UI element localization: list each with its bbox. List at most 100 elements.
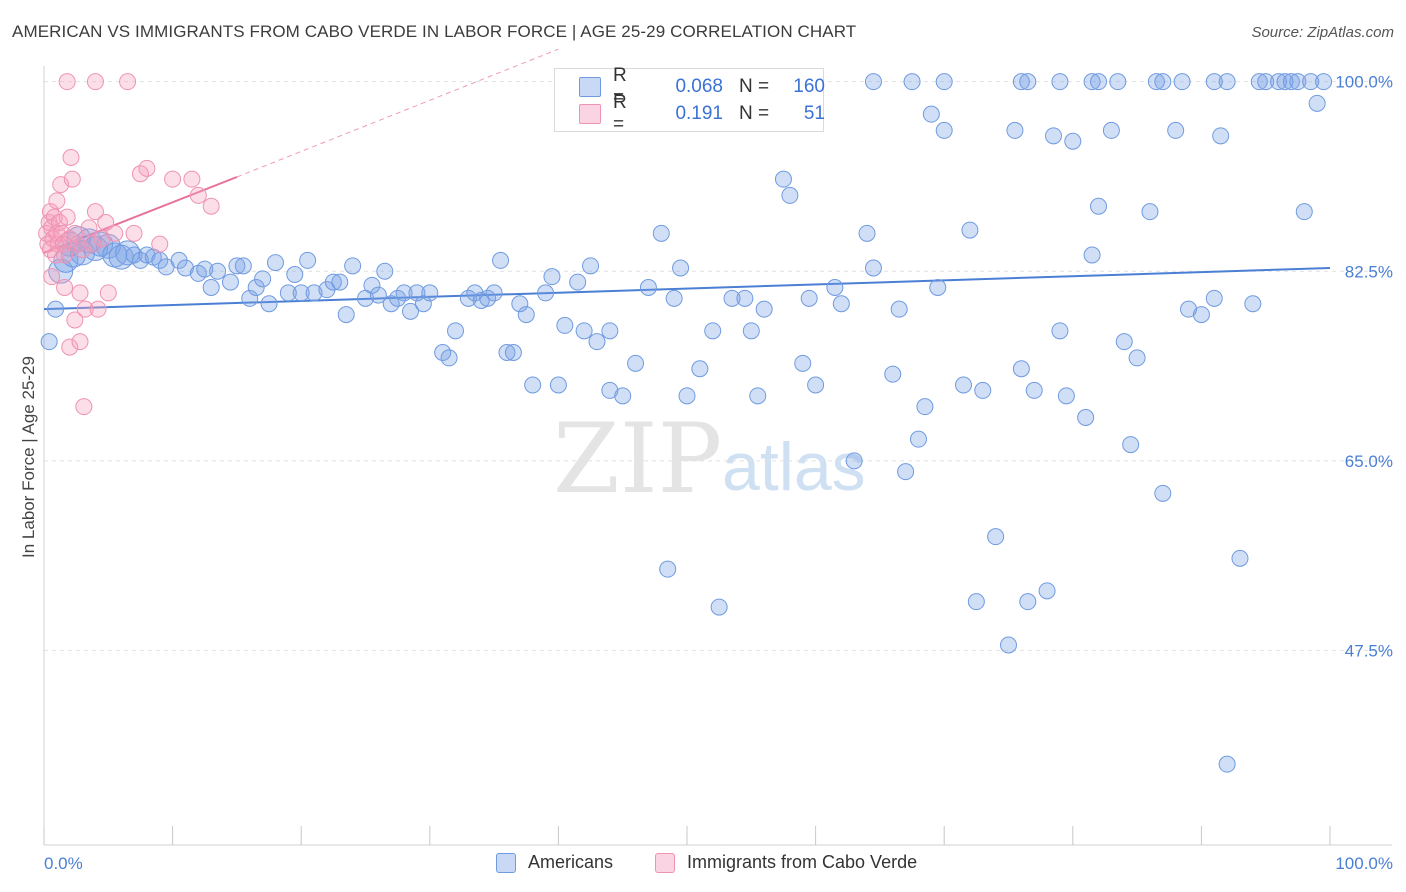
legend-row-cabo-verde: R = 0.191 N = 51	[579, 92, 825, 135]
data-point-americans	[858, 224, 876, 242]
data-point-americans	[864, 259, 882, 277]
data-point-americans	[884, 365, 902, 383]
data-point-americans	[1218, 73, 1236, 91]
data-point-americans	[1141, 203, 1159, 221]
legend-item-cabo-verde[interactable]: Immigrants from Cabo Verde	[655, 852, 917, 873]
data-point-americans	[639, 279, 657, 296]
data-point-americans	[1006, 121, 1024, 139]
legend-row-americans: R = 0.068 N = 160	[579, 65, 825, 108]
data-point-americans	[1000, 636, 1017, 654]
data-point-americans	[324, 273, 342, 291]
legend-swatch-cabo-verde	[655, 852, 675, 873]
data-point-cabo-verde	[106, 224, 124, 242]
legend-n-label: N =	[739, 103, 770, 124]
data-point-americans	[524, 376, 542, 394]
data-point-americans	[961, 221, 979, 239]
data-point-cabo-verde	[58, 73, 76, 91]
data-point-americans	[498, 344, 516, 361]
data-point-americans	[710, 598, 728, 616]
data-point-americans	[1122, 436, 1140, 454]
watermark-zip: ZIP	[553, 403, 722, 515]
data-point-americans	[1083, 73, 1101, 91]
legend-item-americans[interactable]: Americans	[496, 852, 613, 873]
data-point-cabo-verde	[66, 311, 84, 329]
data-point-americans	[1289, 73, 1307, 91]
data-point-americans	[228, 257, 246, 275]
data-point-americans	[1115, 333, 1133, 351]
data-point-americans	[1012, 73, 1030, 91]
data-point-cabo-verde	[93, 230, 111, 248]
legend-n-value: 51	[803, 103, 825, 124]
data-point-americans	[774, 170, 792, 188]
data-point-americans	[402, 302, 420, 320]
data-point-americans	[305, 284, 323, 302]
legend-r-value: 0.191	[675, 103, 723, 124]
watermark-atlas: atlas	[722, 429, 866, 505]
data-point-americans	[935, 73, 953, 91]
gridlines	[44, 81, 1392, 651]
data-point-americans	[485, 284, 503, 302]
source-label: Source: ZipAtlas.com	[1251, 24, 1394, 41]
data-point-cabo-verde	[48, 224, 66, 242]
data-point-americans	[517, 306, 535, 324]
legend-swatch-americans	[496, 852, 516, 873]
data-point-cabo-verde	[164, 170, 182, 188]
data-point-americans	[1038, 582, 1056, 600]
data-point-americans	[781, 186, 799, 204]
data-point-americans	[408, 284, 426, 302]
data-point-americans	[1212, 127, 1230, 145]
data-point-americans	[292, 284, 310, 302]
data-point-americans	[209, 262, 227, 280]
data-point-americans	[1270, 73, 1288, 91]
data-point-americans	[897, 463, 915, 481]
legend-r-label: R =	[613, 92, 627, 135]
data-point-americans	[556, 316, 574, 334]
data-point-americans	[138, 246, 156, 264]
data-point-americans	[40, 333, 58, 351]
data-point-americans	[344, 257, 362, 275]
data-point-americans	[929, 279, 947, 296]
data-point-americans	[1205, 73, 1223, 91]
data-point-americans	[1083, 246, 1101, 264]
y-tick-label: 100.0%	[1335, 73, 1393, 92]
data-point-americans	[472, 292, 490, 309]
y-tick-label: 82.5%	[1345, 262, 1393, 281]
data-point-cabo-verde	[189, 186, 207, 204]
data-point-americans	[1012, 360, 1030, 378]
data-point-americans	[845, 452, 863, 470]
data-point-americans	[266, 254, 284, 272]
data-point-americans	[1090, 73, 1108, 91]
data-point-americans	[492, 251, 510, 269]
data-point-americans	[678, 387, 696, 405]
data-point-cabo-verde	[89, 300, 107, 318]
data-point-cabo-verde	[99, 284, 117, 302]
data-point-americans	[47, 300, 65, 318]
data-point-cabo-verde	[56, 246, 74, 264]
data-point-americans	[723, 289, 741, 307]
data-point-americans	[1167, 121, 1185, 139]
data-point-americans	[1315, 73, 1333, 91]
x-tick-label-min: 0.0%	[44, 854, 83, 873]
data-point-americans	[832, 295, 850, 313]
data-point-americans	[286, 266, 304, 283]
data-point-cabo-verde	[202, 197, 220, 215]
data-point-cabo-verde	[151, 235, 169, 253]
data-point-americans	[260, 295, 278, 313]
y-axis-label: In Labor Force | Age 25-29	[19, 356, 38, 558]
trend-lines	[43, 48, 1331, 311]
data-point-americans	[614, 387, 632, 405]
data-point-americans	[337, 306, 355, 324]
data-point-cabo-verde	[119, 73, 137, 91]
data-point-americans	[241, 289, 259, 307]
data-point-americans	[221, 273, 239, 291]
data-point-americans	[582, 257, 600, 275]
data-point-cabo-verde	[63, 170, 81, 188]
data-point-americans	[1257, 73, 1275, 91]
data-point-americans	[627, 354, 645, 372]
data-point-americans	[1218, 755, 1236, 773]
data-point-americans	[826, 279, 844, 296]
legend-r-value: 0.068	[675, 76, 723, 97]
data-point-americans	[1045, 127, 1063, 145]
data-point-americans	[1192, 306, 1210, 324]
